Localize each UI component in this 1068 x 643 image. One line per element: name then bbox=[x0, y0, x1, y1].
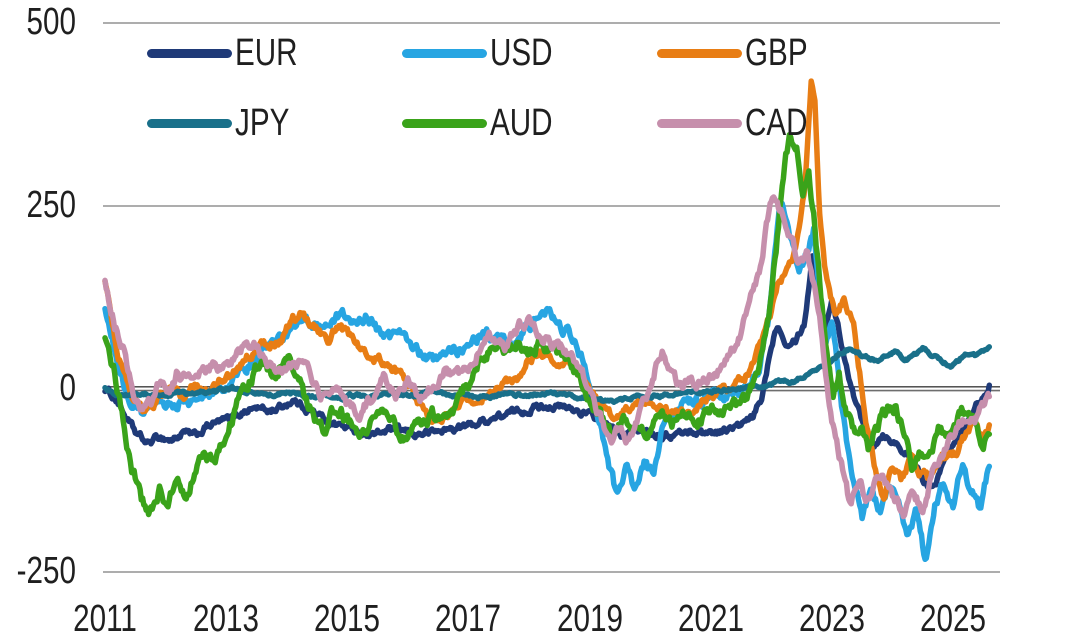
y-axis-tick-label: 500 bbox=[26, 1, 76, 43]
x-axis-tick-label: 2025 bbox=[919, 598, 986, 640]
legend-item-GBP: GBP bbox=[657, 32, 825, 74]
x-axis-tick-label: 2013 bbox=[193, 598, 260, 640]
y-axis-tick-label: -250 bbox=[16, 550, 76, 592]
x-axis-tick-label: 2015 bbox=[314, 598, 381, 640]
legend-item-CAD: CAD bbox=[657, 102, 825, 144]
legend-item-AUD: AUD bbox=[402, 102, 570, 144]
legend-label: GBP bbox=[745, 32, 808, 74]
legend-swatch-CAD bbox=[657, 118, 742, 128]
legend-label: CAD bbox=[745, 102, 808, 144]
series-line-GBP bbox=[102, 78, 993, 502]
legend-item-EUR: EUR bbox=[147, 32, 315, 74]
legend-label: JPY bbox=[235, 102, 290, 144]
legend-label: USD bbox=[490, 32, 553, 74]
x-axis-tick-label: 2019 bbox=[556, 598, 623, 640]
y-axis-tick-label: 250 bbox=[26, 184, 76, 226]
x-axis-tick-label: 2023 bbox=[798, 598, 865, 640]
legend-swatch-EUR bbox=[147, 48, 232, 58]
legend-label: AUD bbox=[490, 102, 553, 144]
legend-swatch-GBP bbox=[657, 48, 742, 58]
legend-swatch-AUD bbox=[402, 118, 487, 128]
x-axis-tick-label: 2021 bbox=[677, 598, 744, 640]
legend-label: EUR bbox=[235, 32, 298, 74]
legend-item-USD: USD bbox=[402, 32, 570, 74]
x-axis-tick-label: 2017 bbox=[435, 598, 502, 640]
legend-swatch-USD bbox=[402, 48, 487, 58]
series-line-CAD bbox=[102, 194, 993, 520]
y-axis-tick-label: 0 bbox=[59, 367, 76, 409]
series-line-AUD bbox=[102, 131, 993, 518]
series-line-JPY bbox=[102, 344, 993, 405]
legend-item-JPY: JPY bbox=[147, 102, 305, 144]
legend-swatch-JPY bbox=[147, 118, 232, 128]
x-axis-tick-label: 2011 bbox=[73, 598, 137, 640]
series-line-EUR bbox=[102, 253, 993, 492]
series-line-USD bbox=[102, 199, 993, 563]
